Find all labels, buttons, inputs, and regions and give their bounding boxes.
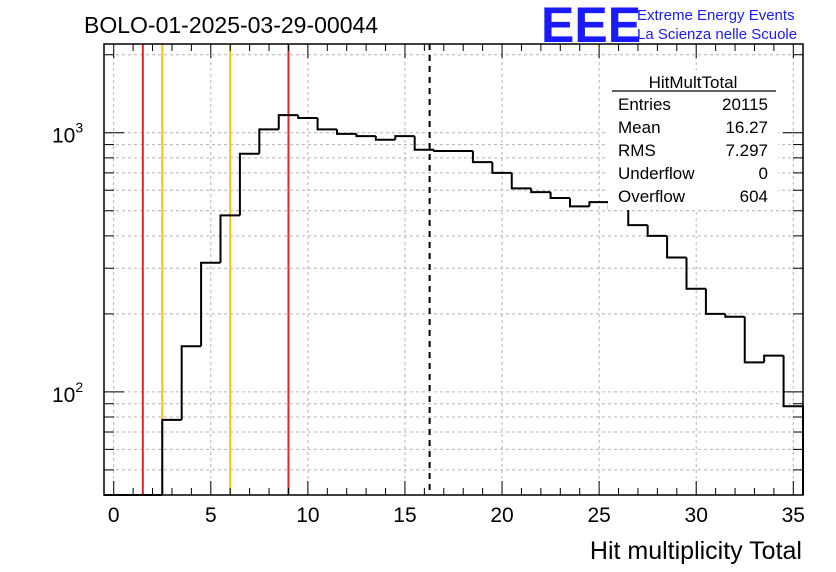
x-tick-label: 25: [587, 504, 610, 527]
x-tick-label: 5: [205, 504, 217, 527]
histogram-bin: [413, 136, 435, 151]
x-tick-label: 0: [108, 504, 120, 527]
histogram-bin: [685, 257, 706, 290]
stats-row-value: 7.297: [725, 141, 768, 160]
stats-row-label: Overflow: [618, 187, 686, 206]
x-tick-labels: 0 5 10 15 20 25 30 35: [108, 504, 805, 527]
x-tick-label: 35: [782, 504, 805, 527]
histogram-bin: [316, 117, 337, 131]
stats-row-label: Underflow: [618, 164, 695, 183]
histogram-bin: [588, 201, 609, 207]
histogram-bin: [258, 128, 279, 154]
logo-mark: EEE: [541, 0, 641, 53]
histogram-bin: [530, 188, 551, 194]
stats-box-title: HitMultTotal: [649, 73, 738, 92]
histogram-bin: [180, 345, 202, 420]
histogram-bin: [355, 133, 376, 138]
stats-row-label: Mean: [618, 118, 661, 137]
stats-row-value: 0: [759, 164, 768, 183]
histogram-bin: [394, 135, 415, 140]
x-tick-label: 10: [296, 504, 319, 527]
x-axis-label: Hit multiplicity Total: [590, 537, 802, 565]
histogram-bin: [238, 152, 260, 216]
chart-title: BOLO-01-2025-03-29-00044: [84, 12, 378, 38]
histogram-bin: [666, 235, 687, 259]
marker-lines: [141, 44, 431, 495]
stats-row-value: 604: [740, 187, 768, 206]
eee-logo: EEE Extreme Energy Events La Scienza nel…: [541, 0, 797, 53]
stats-row-label: RMS: [618, 141, 656, 160]
stats-box-background: [608, 70, 778, 210]
stats-rows: Entries 20115 Mean 16.27 RMS 7.297 Underflow 0 O…: [618, 95, 768, 206]
histogram-bin: [510, 172, 532, 190]
histogram-bin: [200, 261, 221, 347]
stats-row-value: 16.27: [725, 118, 768, 137]
stats-box: HitMultTotal Entries 20115 Mean 16.27 RMS 7.2…: [608, 70, 778, 210]
x-tick-label: 30: [685, 504, 708, 527]
y-tick-labels: 102 103: [52, 120, 83, 407]
histogram-bin: [491, 162, 512, 174]
histogram-bin: [297, 115, 318, 119]
histogram-bin: [219, 214, 240, 263]
x-tick-label: 20: [490, 504, 513, 527]
histogram-bin: [704, 288, 726, 315]
stats-row-label: Entries: [618, 95, 671, 114]
axis-ticks: [104, 44, 803, 496]
histogram-bin: [763, 354, 784, 363]
y-tick-label: 102: [52, 379, 83, 407]
logo-line-1: Extreme Energy Events: [637, 7, 795, 24]
histogram-bin: [743, 316, 765, 364]
histogram-bin: [277, 114, 299, 130]
stats-row-value: 20115: [722, 95, 768, 114]
histogram-bin: [161, 418, 182, 495]
histogram-bin: [724, 313, 745, 318]
histogram-bin: [374, 136, 396, 141]
histogram-bin: [569, 197, 590, 208]
histogram-bin: [646, 225, 668, 237]
histogram-bin: [336, 129, 357, 135]
y-tick-label: 103: [52, 120, 83, 148]
histogram-bin: [627, 208, 648, 227]
histogram-bin: [549, 192, 570, 199]
x-tick-label: 15: [393, 504, 416, 527]
logo-line-2: La Scienza nelle Scuole: [637, 26, 797, 43]
histogram-bin: [471, 151, 493, 164]
histogram-bin: [433, 149, 454, 153]
plot-frame: [103, 43, 804, 496]
